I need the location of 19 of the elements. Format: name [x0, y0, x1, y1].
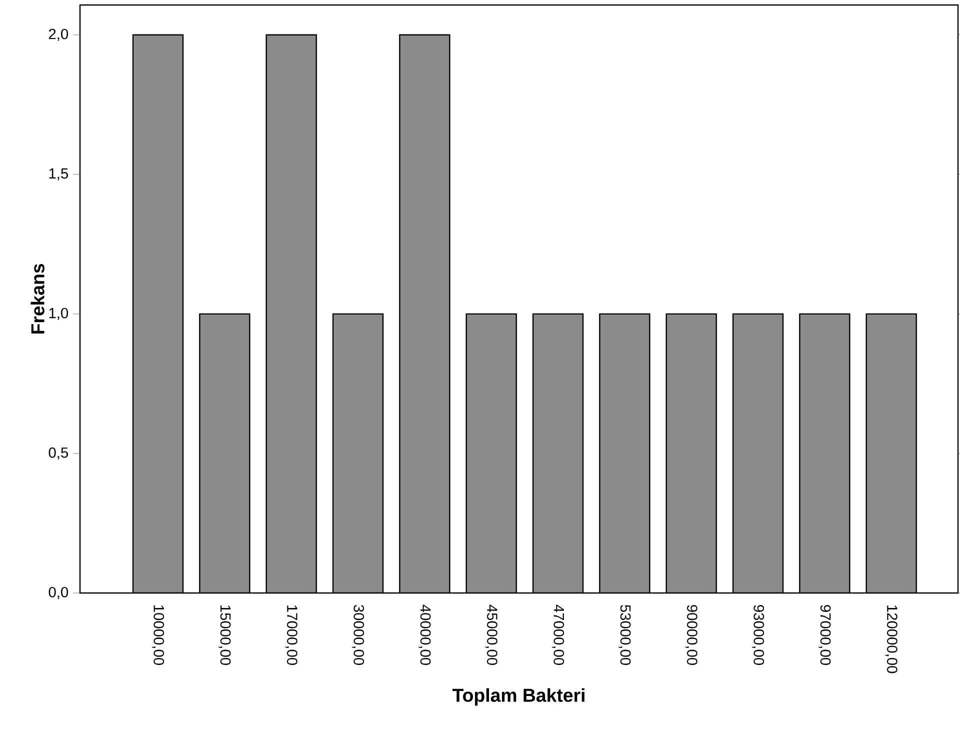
x-tick-label: 40000,00 — [418, 604, 431, 665]
x-tick-label: 45000,00 — [485, 604, 498, 665]
x-tick-label: 17000,00 — [285, 605, 298, 665]
y-tick-label: 1,0 — [49, 308, 68, 320]
y-tick-label: 1,5 — [49, 168, 68, 180]
y-tick-label: 0,0 — [48, 586, 68, 600]
x-tick-label: 15000,00 — [218, 605, 231, 665]
x-tick-label: 47000,00 — [552, 604, 564, 665]
x-tick-label: 97000,00 — [818, 605, 831, 665]
x-tick-label: 90000,00 — [685, 605, 698, 665]
x-tick-label: 10000,00 — [152, 605, 164, 665]
x-tick-label: 120000,00 — [885, 605, 898, 674]
x-tick-label: 53000,00 — [618, 604, 631, 665]
y-tick-label: 2,0 — [48, 28, 68, 41]
x-tick-label: 93000,00 — [752, 605, 764, 665]
y-tick-label: 0,5 — [48, 447, 68, 460]
x-axis-title: Toplam Bakteri — [452, 688, 584, 706]
y-axis-title: Frekans — [30, 264, 44, 334]
x-tick-label: 30000,00 — [352, 604, 364, 665]
